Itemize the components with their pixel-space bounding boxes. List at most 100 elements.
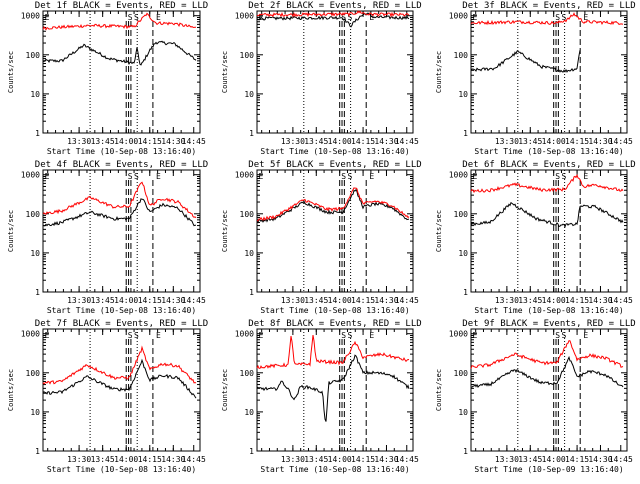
series-line-events xyxy=(470,50,581,73)
event-marker: E xyxy=(259,331,264,340)
series-line-lld xyxy=(42,181,197,219)
y-tick-label: 1 xyxy=(463,129,468,138)
y-tick-label: 100 xyxy=(240,51,255,60)
chart-panel: Det 7f BLACK = Events, RED = LLD 1 10 100 10… xyxy=(7,319,208,474)
x-tick-label: 13:45 xyxy=(518,296,542,305)
x-axis-label: Start Time (10-Sep-08 13:16:40) xyxy=(260,306,409,315)
event-marker: S xyxy=(347,13,352,22)
x-tick-label: 14:15 xyxy=(565,455,589,464)
x-tick-label: 13:45 xyxy=(91,455,115,464)
x-tick-label: 14:15 xyxy=(138,137,162,146)
y-axis-label: Counts/sec xyxy=(221,210,229,252)
event-marker: E xyxy=(156,331,161,340)
chart-panel: Det 1f BLACK = Events, RED = LLD 1 10 100 10… xyxy=(7,1,208,156)
x-tick-label: 13:45 xyxy=(304,137,328,146)
x-tick-label: 14:45 xyxy=(609,455,633,464)
chart-title: Det 4f BLACK = Events, RED = LLD xyxy=(35,160,208,170)
event-marker: S xyxy=(341,13,346,22)
x-tick-label: 13:30 xyxy=(495,455,519,464)
y-axis-label: Counts/sec xyxy=(435,51,443,93)
chart-panel: Det 8f BLACK = Events, RED = LLD 1 10 100 10… xyxy=(221,319,422,474)
y-tick-label: 100 xyxy=(454,369,469,378)
event-marker: S xyxy=(134,331,139,340)
event-marker: S xyxy=(561,172,566,181)
x-tick-label: 13:30 xyxy=(281,296,305,305)
event-marker: E xyxy=(473,172,478,181)
y-tick-label: 10 xyxy=(244,249,254,258)
chart-title: Det 2f BLACK = Events, RED = LLD xyxy=(248,1,421,11)
x-tick-label: 14:15 xyxy=(351,137,375,146)
series-line-lld xyxy=(257,187,410,222)
y-tick-label: 100 xyxy=(240,210,255,219)
series-line-events xyxy=(42,358,197,399)
chart-panel: Det 9f BLACK = Events, RED = LLD 1 10 100 10… xyxy=(435,319,636,474)
event-marker: E xyxy=(259,172,264,181)
y-axis-label: Counts/sec xyxy=(221,51,229,93)
series-line-events xyxy=(256,12,410,28)
x-tick-label: 13:30 xyxy=(281,137,305,146)
x-tick-label: 14:30 xyxy=(161,296,185,305)
x-tick-label: 13:30 xyxy=(495,296,519,305)
y-tick-label: 10 xyxy=(30,249,40,258)
x-tick-label: 14:45 xyxy=(395,296,419,305)
chart-panel: Det 4f BLACK = Events, RED = LLD 1 10 100 10… xyxy=(7,160,208,315)
event-marker: E xyxy=(583,13,588,22)
y-axis-label: Counts/sec xyxy=(435,369,443,411)
y-tick-label: 1000 xyxy=(235,171,254,180)
y-tick-label: 100 xyxy=(240,369,255,378)
y-tick-label: 1000 xyxy=(449,171,468,180)
y-tick-label: 100 xyxy=(454,51,469,60)
x-tick-label: 14:00 xyxy=(114,455,138,464)
x-tick-label: 14:30 xyxy=(161,137,185,146)
plot-frame xyxy=(470,328,628,452)
y-axis-label: Counts/sec xyxy=(7,210,15,252)
event-marker: E xyxy=(45,172,50,181)
event-marker: S xyxy=(347,331,352,340)
chart-panel: Det 6f BLACK = Events, RED = LLD 1 10 100 10… xyxy=(435,160,636,315)
x-axis-label: Start Time (10-Sep-09 13:16:40) xyxy=(474,465,623,474)
x-tick-label: 14:00 xyxy=(114,137,138,146)
event-marker: E xyxy=(45,13,50,22)
event-marker: E xyxy=(583,172,588,181)
event-marker: S xyxy=(341,331,346,340)
y-axis-label: Counts/sec xyxy=(7,51,15,93)
x-tick-label: 13:45 xyxy=(518,137,542,146)
chart-panel: Det 3f BLACK = Events, RED = LLD 1 10 100 10… xyxy=(435,1,636,156)
y-tick-label: 1 xyxy=(249,288,254,297)
series-line-lld xyxy=(256,335,410,369)
x-tick-label: 14:30 xyxy=(588,296,612,305)
plot-frame xyxy=(42,10,201,134)
y-tick-label: 1 xyxy=(35,129,40,138)
plot-frame xyxy=(470,10,628,134)
series-line-events xyxy=(42,198,196,227)
x-tick-label: 14:15 xyxy=(138,455,162,464)
y-tick-label: 100 xyxy=(26,369,41,378)
x-tick-label: 13:45 xyxy=(518,455,542,464)
series-line-events xyxy=(256,354,410,422)
x-tick-label: 14:45 xyxy=(182,137,206,146)
series-line-lld xyxy=(470,340,624,369)
y-axis-label: Counts/sec xyxy=(435,210,443,252)
chart-title: Det 6f BLACK = Events, RED = LLD xyxy=(462,160,635,170)
x-axis-label: Start Time (10-Sep-08 13:16:40) xyxy=(47,147,196,156)
y-tick-label: 100 xyxy=(454,210,469,219)
series-line-lld xyxy=(470,173,624,194)
y-tick-label: 10 xyxy=(244,90,254,99)
x-tick-label: 14:15 xyxy=(351,455,375,464)
y-axis-label: Counts/sec xyxy=(7,369,15,411)
series-line-lld xyxy=(42,12,197,31)
event-marker: E xyxy=(473,13,478,22)
y-tick-label: 1 xyxy=(35,288,40,297)
event-marker: S xyxy=(555,331,560,340)
event-marker: S xyxy=(134,172,139,181)
x-tick-label: 14:45 xyxy=(182,455,206,464)
chart-title: Det 3f BLACK = Events, RED = LLD xyxy=(462,1,635,11)
y-tick-label: 1 xyxy=(463,288,468,297)
y-tick-label: 10 xyxy=(30,90,40,99)
chart-title: Det 9f BLACK = Events, RED = LLD xyxy=(462,319,635,329)
x-axis-label: Start Time (10-Sep-08 13:16:40) xyxy=(260,147,409,156)
event-marker: E xyxy=(45,331,50,340)
y-axis-label: Counts/sec xyxy=(221,369,229,411)
